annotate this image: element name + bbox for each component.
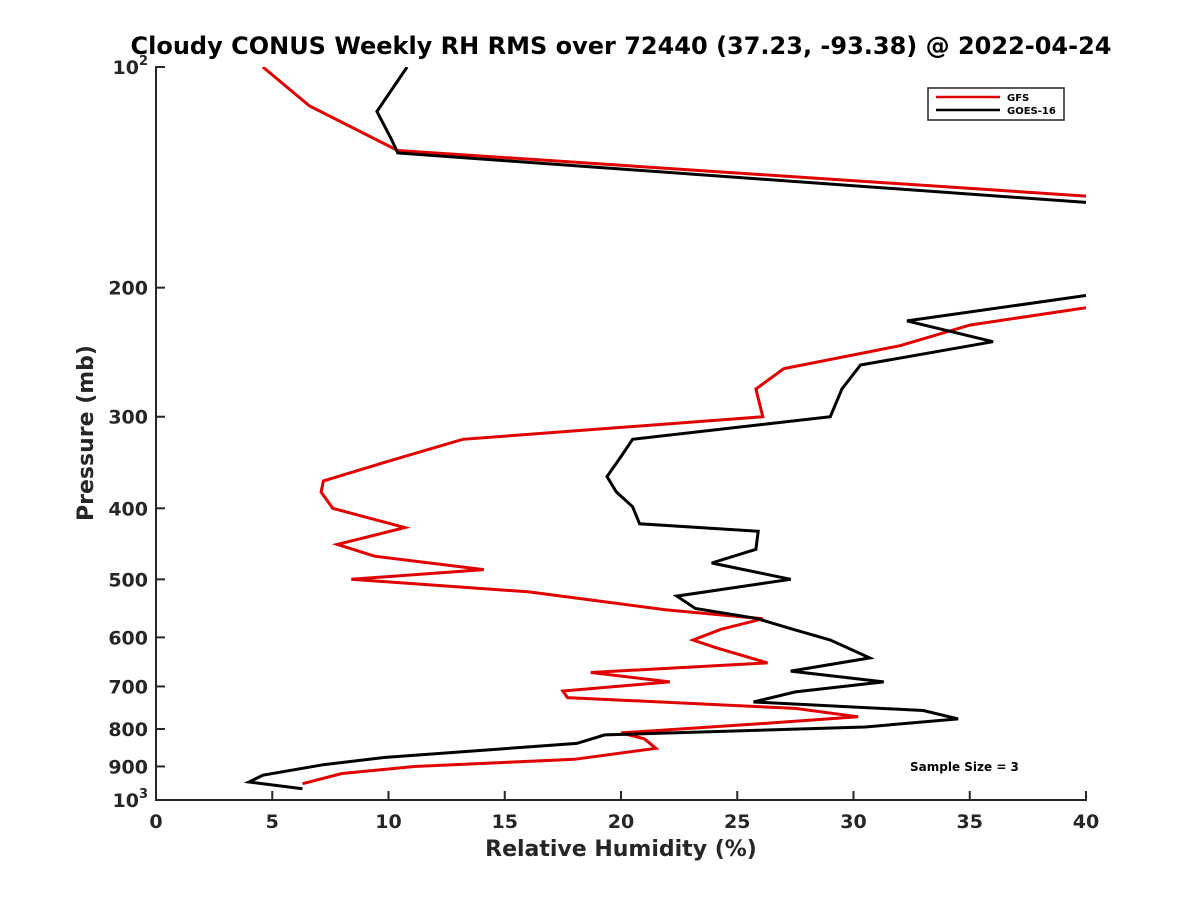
y-tick-label: 103 xyxy=(113,787,149,812)
y-tick-label: 900 xyxy=(108,756,148,778)
chart-title: Cloudy CONUS Weekly RH RMS over 72440 (3… xyxy=(131,32,1112,60)
legend-gfs-label: GFS xyxy=(1007,93,1029,104)
sample-size-annotation: Sample Size = 3 xyxy=(910,760,1019,774)
series-layer xyxy=(243,67,1086,791)
y-tick-base: 700 xyxy=(108,676,148,698)
y-tick-base: 10 xyxy=(113,790,139,812)
y-tick-label: 500 xyxy=(108,569,148,591)
y-tick-label: 700 xyxy=(108,676,148,698)
y-tick-base: 10 xyxy=(113,57,139,79)
y-tick-base: 800 xyxy=(108,719,148,741)
x-tick-label: 30 xyxy=(840,811,866,833)
y-tick-label: 600 xyxy=(108,627,148,649)
y-tick-base: 300 xyxy=(108,407,148,429)
legend: GFS GOES-16 xyxy=(927,87,1065,121)
x-tick-label: 10 xyxy=(375,811,401,833)
y-tick-base: 200 xyxy=(108,278,148,300)
y-tick-label: 102 xyxy=(113,54,149,79)
x-tick-label: 5 xyxy=(266,811,279,833)
y-tick-label: 300 xyxy=(108,407,148,429)
y-tick-base: 900 xyxy=(108,756,148,778)
legend-box xyxy=(927,87,1065,121)
x-tick-label: 0 xyxy=(149,811,162,833)
y-axis-label: Pressure (mb) xyxy=(74,345,99,521)
x-tick-label: 20 xyxy=(608,811,634,833)
series-line-goes-16 xyxy=(243,67,1086,791)
x-tick-label: 35 xyxy=(957,811,983,833)
x-tick-label: 40 xyxy=(1073,811,1099,833)
y-tick-label: 400 xyxy=(108,498,148,520)
x-axis-label: Relative Humidity (%) xyxy=(485,837,757,862)
y-tick-base: 600 xyxy=(108,627,148,649)
x-tick-label: 15 xyxy=(492,811,518,833)
y-tick-base: 500 xyxy=(108,569,148,591)
x-ticks: 0 5 10 15 20 25 30 35 40 xyxy=(149,791,1099,833)
x-tick-label: 25 xyxy=(724,811,750,833)
y-tick-label: 200 xyxy=(108,278,148,300)
y-tick-label: 800 xyxy=(108,719,148,741)
y-tick-base: 400 xyxy=(108,498,148,520)
legend-goes16-label: GOES-16 xyxy=(1007,106,1056,117)
y-tick-exponent: 3 xyxy=(139,787,148,802)
y-tick-exponent: 2 xyxy=(139,54,148,69)
